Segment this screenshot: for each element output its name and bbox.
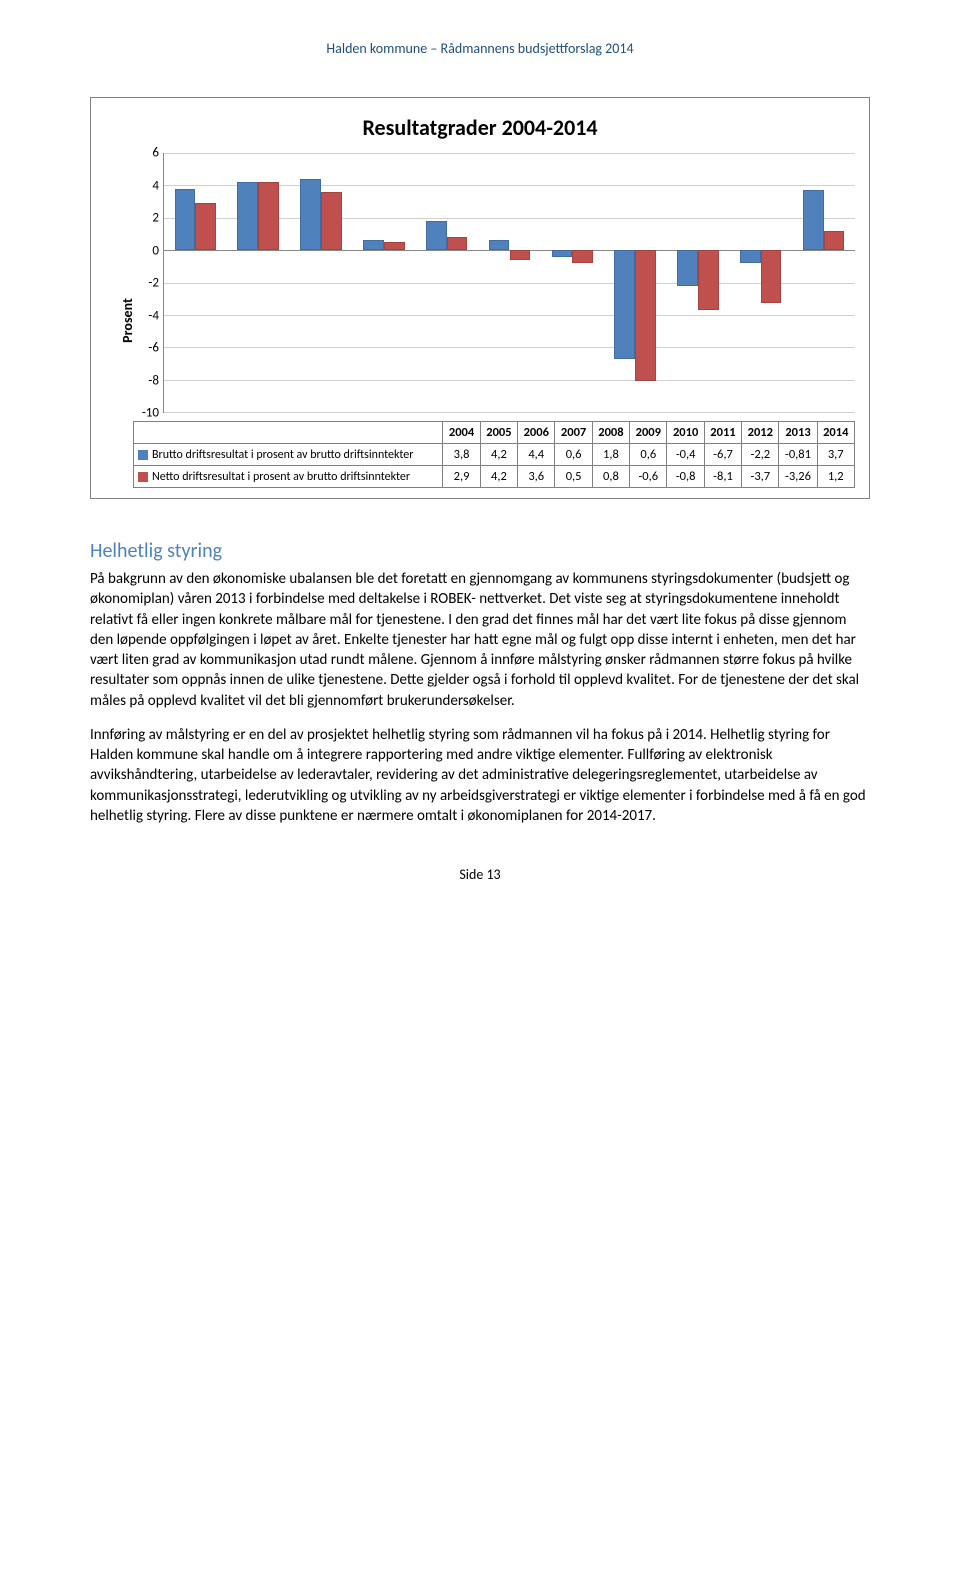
table-cell: 3,7 [817,444,855,466]
table-cell: -3,26 [779,466,817,488]
chart-data-table: 2004200520062007200820092010201120122013… [133,421,855,488]
bar [384,242,405,250]
bar [510,250,531,260]
table-cell: 0,6 [555,444,592,466]
bar [300,179,321,250]
y-tick: 0 [152,243,159,258]
table-rowhead: Brutto driftsresultat i prosent av brutt… [134,444,443,466]
table-cell: -8,1 [704,466,741,488]
table-header-year: 2012 [742,422,779,444]
table-cell: 3,6 [518,466,555,488]
bar [572,250,593,263]
y-tick: -10 [142,406,159,421]
table-header-year: 2009 [630,422,667,444]
table-cell: 2,9 [443,466,480,488]
chart-body: Prosent -10-8-6-4-20246 2004200520062007… [105,153,855,488]
table-cell: 0,8 [592,466,629,488]
table-header-year: 2014 [817,422,855,444]
bar [552,250,573,256]
table-cell: 4,2 [480,466,517,488]
y-tick: -4 [148,308,159,323]
y-tick: -8 [148,373,159,388]
gridline [164,283,855,284]
legend-swatch [138,472,148,482]
paragraph-1: På bakgrunn av den økonomiske ubalansen … [90,569,870,711]
table-cell: 1,2 [817,466,855,488]
page: Halden kommune – Rådmannens budsjettfors… [0,0,960,933]
y-axis-label-wrap: Prosent [105,153,133,488]
bar [258,182,279,250]
gridline [164,153,855,154]
series-name: Netto driftsresultat i prosent av brutto… [152,470,410,484]
table-row: Brutto driftsresultat i prosent av brutt… [134,444,855,466]
bar [489,240,510,250]
bar [363,240,384,250]
gridline [164,347,855,348]
table-cell: -0,8 [667,466,704,488]
table-header-year: 2006 [518,422,555,444]
page-footer: Side 13 [90,866,870,883]
table-cell: -0,4 [667,444,704,466]
plot-row: -10-8-6-4-20246 [133,153,855,413]
bar [447,237,468,250]
gridline [164,380,855,381]
table-cell: -0,81 [779,444,817,466]
table-corner [134,422,443,444]
table-header-year: 2005 [480,422,517,444]
table-cell: 4,2 [480,444,517,466]
table-cell: 3,8 [443,444,480,466]
bar [740,250,761,263]
bar [698,250,719,310]
paragraph-2: Innføring av målstyring er en del av pro… [90,725,870,826]
series-name: Brutto driftsresultat i prosent av brutt… [152,448,413,462]
bar [175,189,196,251]
bar [195,203,216,250]
table-rowhead: Netto driftsresultat i prosent av brutto… [134,466,443,488]
y-tick: 2 [152,211,159,226]
legend-swatch [138,450,148,460]
y-tick: 4 [152,178,159,193]
bar [426,221,447,250]
bar [237,182,258,250]
plot-column: -10-8-6-4-20246 200420052006200720082009… [133,153,855,488]
table-cell: 0,6 [630,444,667,466]
gridline [164,315,855,316]
bar [677,250,698,286]
bar [761,250,782,303]
table-header-year: 2008 [592,422,629,444]
bar [614,250,635,358]
table-row: Netto driftsresultat i prosent av brutto… [134,466,855,488]
bar [321,192,342,250]
table-cell: 1,8 [592,444,629,466]
bar [635,250,656,381]
section-title: Helhetlig styring [90,539,870,563]
table-header-year: 2011 [704,422,741,444]
gridline [164,412,855,413]
table-header-year: 2013 [779,422,817,444]
table-header-year: 2004 [443,422,480,444]
table-header-year: 2007 [555,422,592,444]
table-header-year: 2010 [667,422,704,444]
bar [803,190,824,250]
page-header: Halden kommune – Rådmannens budsjettfors… [90,40,870,57]
table-cell: -3,7 [742,466,779,488]
y-tick: 6 [152,146,159,161]
table-cell: -0,6 [630,466,667,488]
bar [824,231,845,250]
table-cell: 0,5 [555,466,592,488]
y-axis: -10-8-6-4-20246 [133,153,163,413]
table-cell: -6,7 [704,444,741,466]
table-cell: -2,2 [742,444,779,466]
y-tick: -6 [148,341,159,356]
chart-title: Resultatgrader 2004-2014 [105,114,855,141]
plot-area [163,153,855,413]
chart-frame: Resultatgrader 2004-2014 Prosent -10 -8 -6… [90,97,870,499]
y-tick: -2 [148,276,159,291]
table-cell: 4,4 [518,444,555,466]
